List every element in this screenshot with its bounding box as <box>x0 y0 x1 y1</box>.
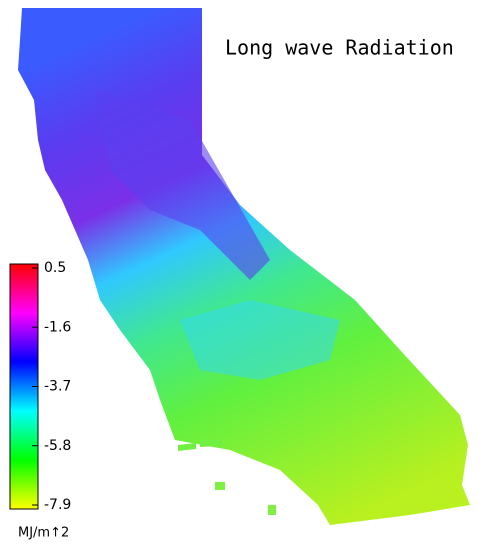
colorbar-tick-label: -5.8 <box>44 438 71 454</box>
blue-region <box>95 90 270 280</box>
california-map <box>18 8 470 525</box>
colorbar-tick-label: -3.7 <box>44 379 71 395</box>
island <box>200 440 222 447</box>
colorbar-tick-label: -1.6 <box>44 319 71 335</box>
colorbar-tick-label: -7.9 <box>44 497 71 513</box>
colorbar-tick-label: 0.5 <box>44 260 66 276</box>
island <box>268 505 276 515</box>
colorbar: 0.5 -1.6 -3.7 -5.8 -7.9 <box>9 260 71 513</box>
valley-region <box>180 300 340 380</box>
island <box>178 443 196 451</box>
island <box>215 482 225 490</box>
colorbar-unit: MJ/m↑2 <box>18 526 69 541</box>
map-title: Long wave Radiation <box>225 36 454 60</box>
